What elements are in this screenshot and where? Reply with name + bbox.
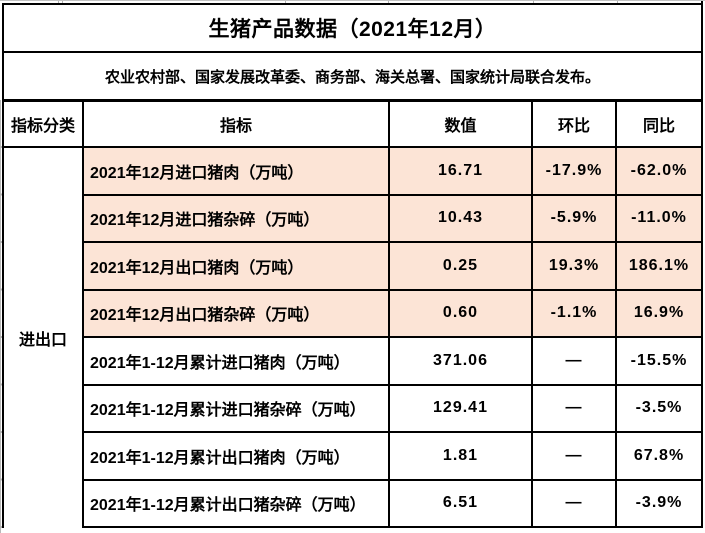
value-cell[interactable]: 16.71 <box>390 148 533 194</box>
value-cell[interactable]: 129.41 <box>390 385 533 431</box>
table-row: 2021年1-12月累计出口猪杂碎（万吨） 6.51 — -3.9% <box>84 480 701 528</box>
indicator-cell[interactable]: 2021年1-12月累计进口猪杂碎（万吨） <box>84 385 390 431</box>
mom-cell[interactable]: -5.9% <box>533 195 617 241</box>
gridline-tick <box>533 1 534 4</box>
table-row: 2021年12月进口猪杂碎（万吨） 10.43 -5.9% -11.0% <box>84 195 701 243</box>
yoy-cell[interactable]: -3.5% <box>635 399 683 417</box>
column-header-indicator[interactable]: 指标 <box>84 102 390 146</box>
indicator-cell[interactable]: 2021年1-12月累计出口猪杂碎（万吨） <box>84 480 390 526</box>
mom-cell[interactable]: — <box>533 480 617 526</box>
indicator-cell[interactable]: 2021年12月出口猪杂碎（万吨） <box>84 290 390 336</box>
table-title: 生猪产品数据（2021年12月） <box>208 18 497 41</box>
gridline-tick <box>285 1 286 4</box>
publisher-note: 农业农村部、国家发展改革委、商务部、海关总署、国家统计局联合发布。 <box>104 68 600 86</box>
column-header-value[interactable]: 数值 <box>390 102 533 146</box>
mom-cell[interactable]: -17.9% <box>533 148 617 194</box>
table-title-cell[interactable]: 生猪产品数据（2021年12月） <box>4 5 701 53</box>
yoy-cell[interactable]: 16.9% <box>633 304 685 322</box>
mom-cell[interactable]: — <box>533 385 617 431</box>
publisher-note-cell[interactable]: 农业农村部、国家发展改革委、商务部、海关总署、国家统计局联合发布。 <box>4 53 701 102</box>
value-cell[interactable]: 0.25 <box>390 243 533 289</box>
indicator-cell[interactable]: 2021年1-12月累计出口猪肉（万吨） <box>84 433 390 479</box>
column-header-category[interactable]: 指标分类 <box>4 102 84 146</box>
yoy-cell[interactable]: -15.5% <box>630 351 688 369</box>
value-cell[interactable]: 6.51 <box>390 480 533 526</box>
gridline-tick <box>617 1 618 4</box>
indicator-cell[interactable]: 2021年12月进口猪肉（万吨） <box>84 148 390 194</box>
table-row: 2021年12月进口猪肉（万吨） 16.71 -17.9% -62.0% <box>84 148 701 196</box>
table-row: 2021年12月出口猪肉（万吨） 0.25 19.3% 186.1% <box>84 243 701 291</box>
table-body: 进出口 2021年12月进口猪肉（万吨） 16.71 -17.9% -62.0%… <box>4 148 701 528</box>
yoy-cell[interactable]: -3.9% <box>635 494 683 512</box>
pork-data-table: 生猪产品数据（2021年12月） 农业农村部、国家发展改革委、商务部、海关总署、… <box>2 3 703 528</box>
column-header-mom[interactable]: 环比 <box>533 102 617 146</box>
gridline-tick <box>62 1 63 4</box>
gridline-tick <box>58 1 59 4</box>
table-header-row: 指标分类 指标 数值 环比 同比 <box>4 102 701 148</box>
mom-cell[interactable]: 19.3% <box>533 243 617 289</box>
indicator-cell[interactable]: 2021年1-12月累计进口猪肉（万吨） <box>84 338 390 384</box>
indicator-cell[interactable]: 2021年12月进口猪杂碎（万吨） <box>84 195 390 241</box>
value-cell[interactable]: 1.81 <box>390 433 533 479</box>
spreadsheet-gridline-strip <box>0 0 705 4</box>
gridline-tick <box>388 1 389 4</box>
table-row: 2021年1-12月累计进口猪肉（万吨） 371.06 — -15.5% <box>84 338 701 386</box>
yoy-cell[interactable]: 67.8% <box>633 446 685 464</box>
mom-cell[interactable]: — <box>533 433 617 479</box>
spreadsheet-left-ticks <box>0 146 2 530</box>
value-cell[interactable]: 0.60 <box>390 290 533 336</box>
mom-cell[interactable]: -1.1% <box>533 290 617 336</box>
value-cell[interactable]: 10.43 <box>390 195 533 241</box>
table-rows: 2021年12月进口猪肉（万吨） 16.71 -17.9% -62.0% 202… <box>84 148 701 528</box>
table-row: 2021年1-12月累计进口猪杂碎（万吨） 129.41 — -3.5% <box>84 385 701 433</box>
category-group-cell[interactable]: 进出口 <box>4 148 84 528</box>
table-row: 2021年12月出口猪杂碎（万吨） 0.60 -1.1% 16.9% <box>84 290 701 338</box>
table-row: 2021年1-12月累计出口猪肉（万吨） 1.81 — 67.8% <box>84 433 701 481</box>
gridline-tick <box>701 1 703 4</box>
column-header-yoy[interactable]: 同比 <box>642 118 675 135</box>
yoy-cell[interactable]: 186.1% <box>628 256 690 274</box>
yoy-cell[interactable]: -11.0% <box>631 209 687 227</box>
value-cell[interactable]: 371.06 <box>390 338 533 384</box>
mom-cell[interactable]: — <box>533 338 617 384</box>
yoy-cell[interactable]: -62.0% <box>630 161 688 179</box>
indicator-cell[interactable]: 2021年12月出口猪肉（万吨） <box>84 243 390 289</box>
